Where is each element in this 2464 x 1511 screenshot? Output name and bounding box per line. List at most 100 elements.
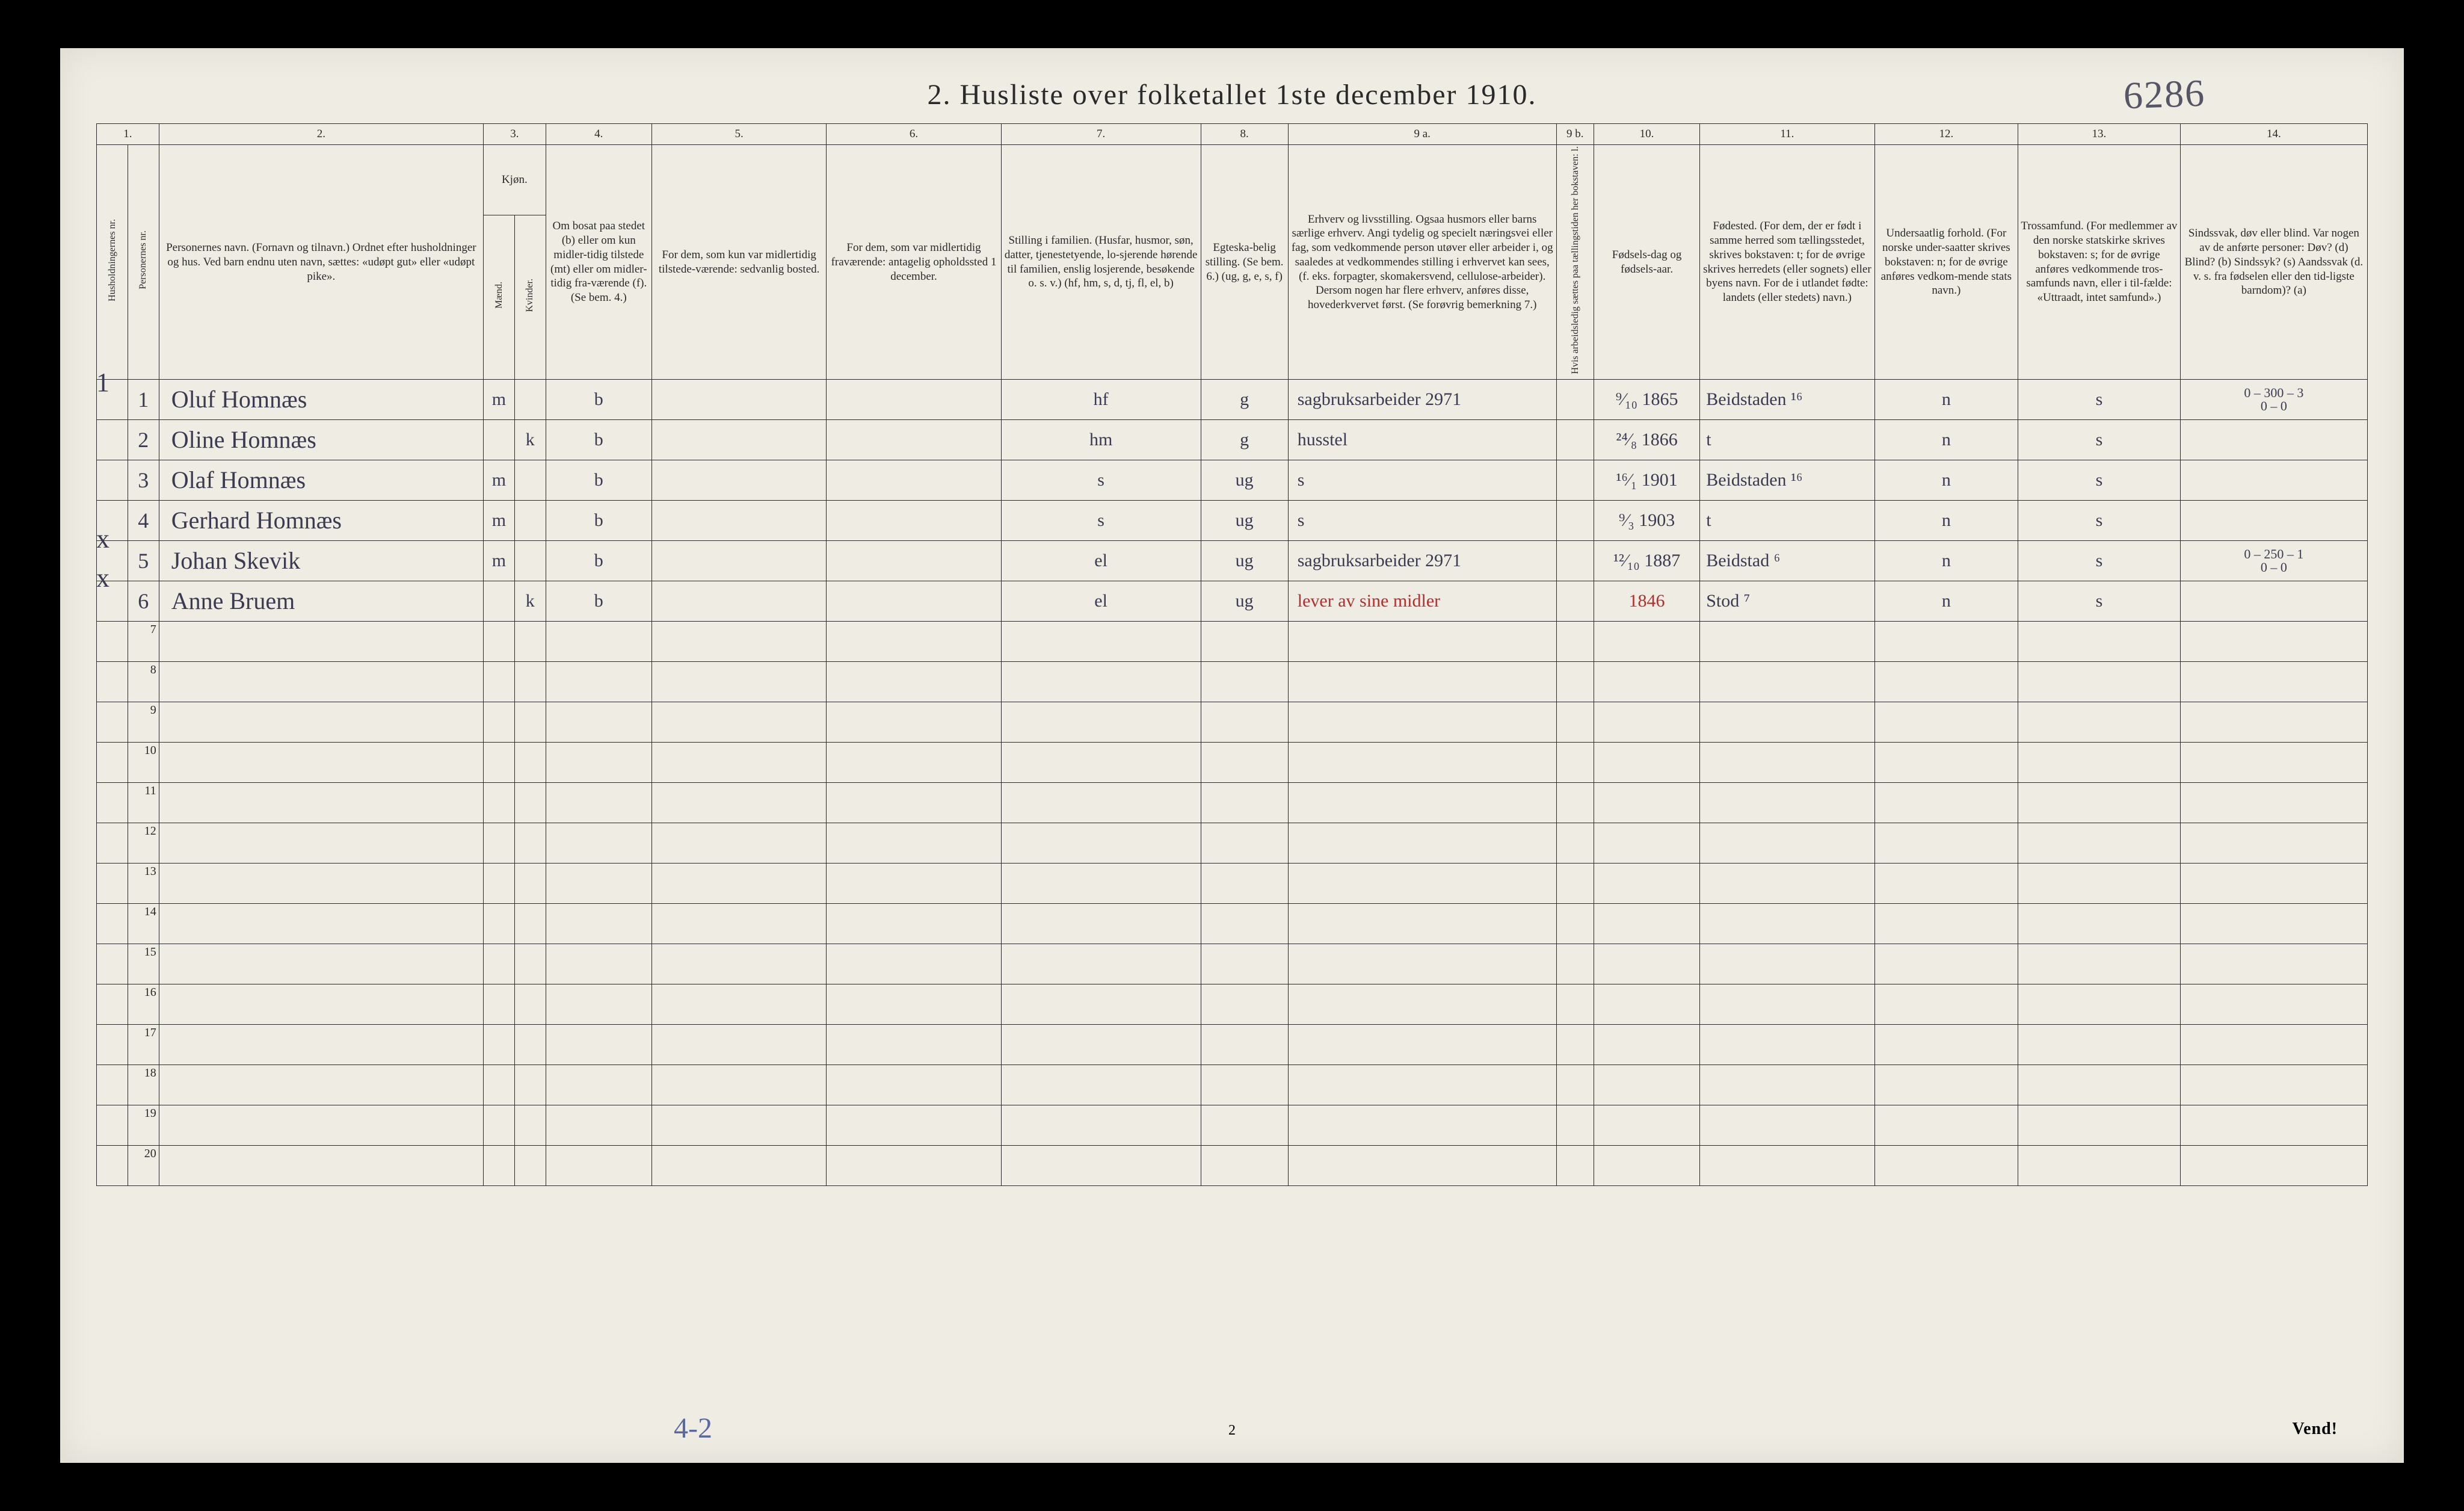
cell [1700,622,1874,662]
egteskab: ug [1201,460,1288,501]
cell [1874,1105,2018,1146]
hdr-undersaat: Undersaatlig forhold. (For norske under-… [1874,145,2018,380]
cell [1556,1025,1594,1065]
cell [97,904,128,944]
cell: 10 [128,743,159,783]
hdr-navn: Personernes navn. (Fornavn og tilnavn.) … [159,145,483,380]
arbeidsledig [1556,501,1594,541]
cell [1556,984,1594,1025]
cell [97,702,128,743]
stilling-familien: hf [1001,380,1201,420]
midl-frav [827,541,1001,581]
colnum-6: 6. [827,124,1001,145]
sex-k [514,541,546,581]
cell [2018,904,2181,944]
cell [1288,743,1556,783]
cell [514,944,546,984]
hdr-bosat: Om bosat paa stedet (b) eller om kun mid… [546,145,651,380]
cell [1001,743,1201,783]
cell [2180,1065,2367,1105]
sindssvak: 0 – 300 – 3 0 – 0 [2180,380,2367,420]
census-table: 1. 2. 3. 4. 5. 6. 7. 8. 9 a. 9 b. 10. 11… [96,123,2368,1186]
erhverv: lever av sine midler [1288,581,1556,622]
cell [1700,1065,1874,1105]
bosat: b [546,420,651,460]
colnum-2: 2. [159,124,483,145]
cell [1001,1025,1201,1065]
cell [546,1025,651,1065]
cell: 20 [128,1146,159,1186]
person-nr: 1 [128,380,159,420]
cell [1700,1105,1874,1146]
midl-tilstede [651,581,826,622]
person-name: Johan Skevik [159,541,483,581]
cell [2180,1105,2367,1146]
cell [1001,1065,1201,1105]
cell [159,622,483,662]
cell [2018,662,2181,702]
table-row: 18 [97,1065,2368,1105]
cell [1288,1065,1556,1105]
cell [651,743,826,783]
cell [159,984,483,1025]
cell [546,1146,651,1186]
bosat: b [546,581,651,622]
cell [651,662,826,702]
cell [2180,1146,2367,1186]
cell [2180,904,2367,944]
cell [159,904,483,944]
column-number-row: 1. 2. 3. 4. 5. 6. 7. 8. 9 a. 9 b. 10. 11… [97,124,2368,145]
cell [1001,864,1201,904]
stilling-familien: el [1001,541,1201,581]
page-number: 2 [1228,1423,1236,1439]
stilling-familien: hm [1001,420,1201,460]
hdr-erhverv: Erhverv og livsstilling. Ogsaa husmors e… [1288,145,1556,380]
hdr-maend: Mænd. [494,282,505,309]
cell [483,1025,514,1065]
cell [1001,622,1201,662]
cell [827,823,1001,864]
cell [1001,1146,1201,1186]
cell [97,743,128,783]
cell [1874,662,2018,702]
cell [1594,622,1699,662]
hdr-husholdning-nr: Husholdningernes nr. [107,219,118,301]
cell [1556,1065,1594,1105]
cell [1700,702,1874,743]
table-row: 14 [97,904,2368,944]
cell: 15 [128,944,159,984]
cell [1288,904,1556,944]
colnum-3: 3. [483,124,546,145]
cell [827,944,1001,984]
colnum-12: 12. [1874,124,2018,145]
cell [2180,622,2367,662]
undersaat: n [1874,460,2018,501]
cell [514,662,546,702]
cell [1556,783,1594,823]
sex-m [483,420,514,460]
page-title: 2. Husliste over folketallet 1ste decemb… [927,79,1536,111]
table-row: 20 [97,1146,2368,1186]
cell [651,864,826,904]
table-row: 10 [97,743,2368,783]
cell [97,1025,128,1065]
margin-mark: x [96,524,109,554]
cell [1001,944,1201,984]
hdr-sindssvak: Sindssvak, døv eller blind. Var nogen av… [2180,145,2367,380]
cell [483,823,514,864]
egteskab: ug [1201,501,1288,541]
cell [159,1065,483,1105]
cell [1700,823,1874,864]
cell [651,984,826,1025]
cell [1874,944,2018,984]
cell [827,662,1001,702]
cell [1594,1146,1699,1186]
cell [546,1105,651,1146]
cell [651,1065,826,1105]
cell [1288,702,1556,743]
midl-tilstede [651,460,826,501]
cell [2018,702,2181,743]
bosat: b [546,380,651,420]
cell [1700,662,1874,702]
hdr-fodested: Fødested. (For dem, der er født i samme … [1700,145,1874,380]
